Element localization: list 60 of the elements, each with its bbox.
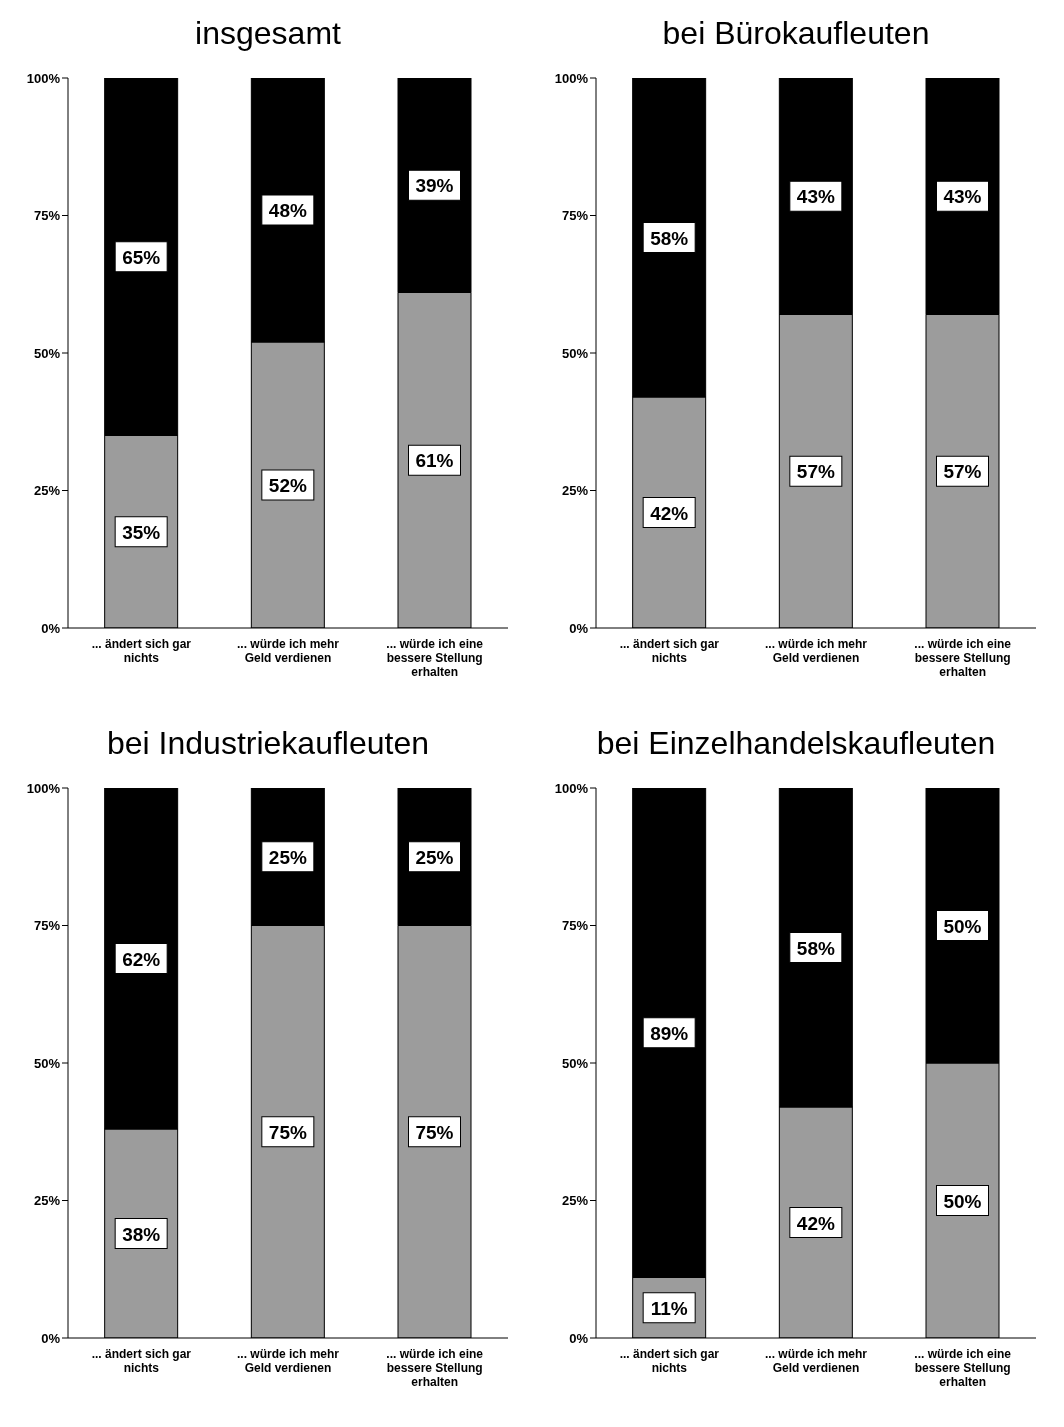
data-label: 65% bbox=[122, 246, 161, 268]
data-label: 43% bbox=[943, 186, 982, 208]
chart-title: bei Bürokaufleuten bbox=[661, 14, 931, 53]
y-tick-label: 25% bbox=[33, 483, 61, 499]
y-tick-label: 100% bbox=[554, 780, 589, 796]
data-label: 75% bbox=[415, 1121, 454, 1143]
x-tick-label: ... ändert sich gar nichts bbox=[619, 637, 720, 665]
y-tick-label: 75% bbox=[561, 918, 589, 934]
data-label: 39% bbox=[415, 175, 454, 197]
x-tick-label: ... würde ich eine bessere Stellung erhalten bbox=[386, 1347, 484, 1389]
data-label: 62% bbox=[122, 948, 161, 970]
y-tick-label: 100% bbox=[26, 70, 61, 86]
data-label: 35% bbox=[122, 521, 161, 543]
chart-title: bei Industriekaufleuten bbox=[106, 724, 430, 763]
y-tick-label: 0% bbox=[569, 1330, 589, 1346]
y-tick-label: 75% bbox=[33, 208, 61, 224]
data-label: 42% bbox=[650, 502, 689, 524]
data-label: 61% bbox=[415, 450, 454, 472]
y-tick-label: 0% bbox=[569, 620, 589, 636]
y-tick-label: 25% bbox=[561, 1193, 589, 1209]
data-label: 25% bbox=[415, 846, 454, 868]
y-tick-label: 100% bbox=[26, 780, 61, 796]
data-label: 52% bbox=[268, 475, 307, 496]
data-label: 38% bbox=[122, 1223, 161, 1245]
y-tick-label: 50% bbox=[561, 345, 589, 361]
data-label: 75% bbox=[268, 1121, 307, 1143]
x-tick-label: ... würde ich eine bessere Stellung erhalten bbox=[386, 637, 484, 679]
data-label: 48% bbox=[268, 200, 307, 221]
y-tick-label: 25% bbox=[33, 1193, 61, 1209]
x-tick-label: ... würde ich mehr Geld verdienen bbox=[764, 637, 868, 665]
data-label: 11% bbox=[650, 1297, 688, 1319]
y-tick-label: 0% bbox=[41, 620, 61, 636]
data-label: 58% bbox=[796, 937, 835, 959]
x-tick-label: ... ändert sich gar nichts bbox=[91, 1347, 192, 1375]
data-label: 89% bbox=[650, 1022, 689, 1044]
x-tick-label: ... ändert sich gar nichts bbox=[619, 1347, 720, 1375]
x-tick-label: ... würde ich mehr Geld verdienen bbox=[236, 637, 340, 665]
y-tick-label: 50% bbox=[33, 345, 61, 361]
y-tick-label: 75% bbox=[561, 208, 589, 224]
data-label: 57% bbox=[943, 461, 982, 483]
y-tick-label: 0% bbox=[41, 1330, 61, 1346]
chart-title: insgesamt bbox=[194, 14, 342, 53]
data-label: 50% bbox=[943, 915, 982, 937]
y-tick-label: 100% bbox=[554, 70, 589, 86]
x-tick-label: ... würde ich mehr Geld verdienen bbox=[236, 1347, 340, 1375]
y-tick-label: 50% bbox=[561, 1055, 589, 1071]
data-label: 57% bbox=[796, 461, 835, 483]
y-tick-label: 50% bbox=[33, 1055, 61, 1071]
chart-title: bei Einzelhandelskaufleuten bbox=[595, 724, 997, 763]
data-label: 43% bbox=[796, 186, 835, 208]
data-label: 42% bbox=[796, 1212, 835, 1234]
x-tick-label: ... ändert sich gar nichts bbox=[91, 637, 192, 665]
x-tick-label: ... würde ich eine bessere Stellung erhalten bbox=[914, 1347, 1012, 1389]
y-tick-label: 25% bbox=[561, 483, 589, 499]
x-tick-label: ... würde ich eine bessere Stellung erhalten bbox=[914, 637, 1012, 679]
data-label: 50% bbox=[943, 1190, 982, 1212]
data-label: 25% bbox=[268, 846, 307, 868]
y-tick-label: 75% bbox=[33, 918, 61, 934]
data-label: 58% bbox=[650, 227, 689, 249]
x-tick-label: ... würde ich mehr Geld verdienen bbox=[764, 1347, 868, 1375]
